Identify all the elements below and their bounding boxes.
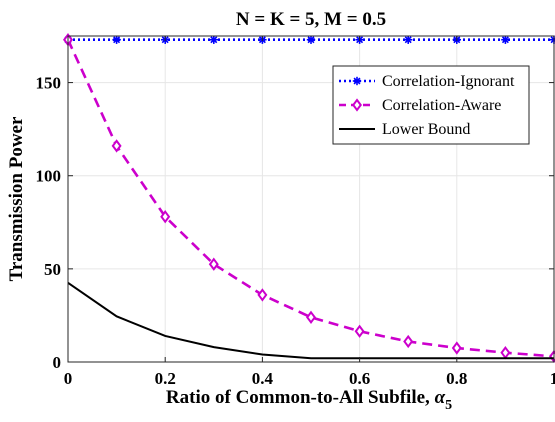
y-tick-label: 0: [53, 353, 62, 372]
series-line: [66, 39, 555, 358]
legend-items: Correlation-Ignorant Correlation-Aware Low…: [339, 73, 515, 138]
x-axis-label-symbol: α: [435, 387, 446, 408]
data-point: [306, 35, 316, 44]
data-point: [354, 324, 365, 338]
x-tick-label: 0: [64, 369, 73, 388]
x-tick-label: 1: [550, 369, 555, 388]
x-axis-label: Ratio of Common-to-All Subfile, α5: [166, 387, 452, 413]
data-point: [451, 341, 462, 355]
data-point: [403, 334, 414, 349]
data-point: [404, 35, 413, 44]
data-point: [111, 139, 122, 153]
data-point: [160, 210, 171, 224]
x-axis-label-text: Ratio of Common-to-All Subfile,: [166, 387, 430, 408]
y-tick-label: 50: [44, 260, 61, 279]
data-point: [112, 35, 121, 44]
data-point: [501, 35, 510, 44]
data-point: [306, 310, 316, 324]
chart-title: N = K = 5, M = 0.5: [236, 9, 386, 30]
legend-marker: [352, 76, 362, 86]
y-tick-label: 150: [36, 74, 62, 93]
data-point: [208, 257, 219, 271]
y-tick-label: 100: [36, 167, 62, 186]
legend-marker: [352, 98, 362, 112]
legend-item: Lower Bound: [339, 121, 470, 138]
legend-item: Correlation-Ignorant: [339, 73, 515, 90]
data-point: [209, 35, 218, 44]
data-point: [257, 288, 268, 302]
x-tick-label: 0.6: [349, 369, 370, 388]
legend-label: Correlation-Aware: [382, 97, 501, 114]
legend-label: Lower Bound: [382, 121, 470, 138]
legend: Correlation-Ignorant Correlation-Aware Low…: [332, 65, 530, 145]
ticks: 0 0.2 0.4 0.6 0.8 1 0 50 100 150: [36, 36, 555, 388]
series-line: [67, 282, 554, 360]
series-2: [67, 282, 554, 360]
x-axis-label-subscript: 5: [445, 398, 452, 413]
legend-label: Correlation-Ignorant: [382, 73, 515, 90]
x-tick-label: 0.4: [252, 369, 274, 388]
y-axis-label: Transmission Power: [6, 116, 27, 281]
x-tick-label: 0.2: [155, 369, 176, 388]
x-tick-label: 0.8: [446, 369, 467, 388]
plot-frame: [67, 35, 555, 363]
legend-item: Correlation-Aware: [339, 97, 501, 114]
series-layer: [63, 33, 555, 364]
